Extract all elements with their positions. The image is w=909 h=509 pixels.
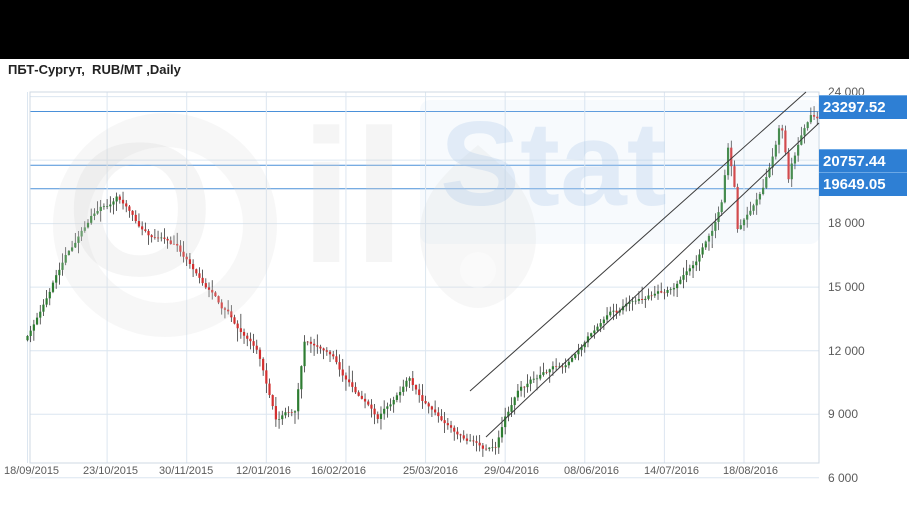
svg-text:Stat: Stat xyxy=(440,97,667,231)
svg-text:il: il xyxy=(300,91,406,303)
svg-text:O: O xyxy=(66,104,214,316)
